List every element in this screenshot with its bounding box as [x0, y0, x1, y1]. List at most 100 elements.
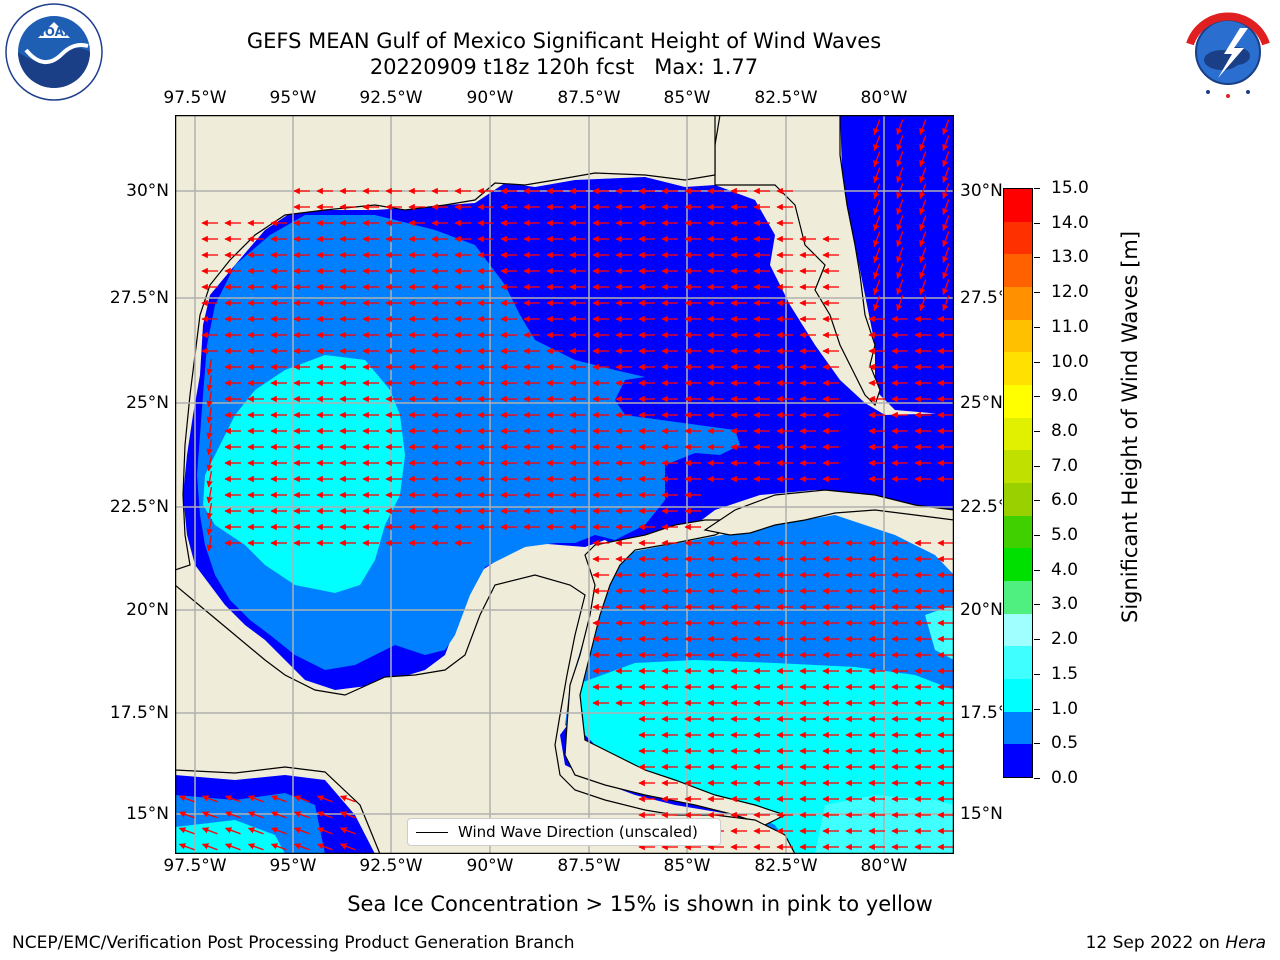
wind-wave-arrow [873, 135, 881, 152]
colorbar-tick-label: 12.0 [1051, 282, 1089, 303]
wind-wave-arrow [316, 827, 333, 835]
wind-wave-arrow [919, 231, 927, 248]
colorbar-tick-label: 5.0 [1051, 525, 1079, 546]
lat-tick-left: 22.5°N [109, 497, 169, 517]
colorbar-segment [1004, 482, 1032, 516]
wind-wave-arrow [206, 359, 213, 376]
wind-wave-arrow [206, 519, 213, 536]
wind-wave-arrow [873, 279, 881, 296]
wind-wave-arrow [942, 183, 950, 200]
colorbar-tick-mark [1034, 465, 1040, 467]
lat-tick-left: 27.5°N [109, 288, 169, 308]
lon-tick-top: 95°W [269, 88, 317, 108]
colorbar-tick-label: 9.0 [1051, 386, 1079, 407]
colorbar-tick-mark [1034, 361, 1040, 363]
wind-wave-arrow [942, 135, 950, 152]
lat-tick-right: 17.5°N [960, 703, 1002, 723]
lon-tick-top: 90°W [466, 88, 514, 108]
lat-tick-right: 20°N [960, 600, 1002, 620]
colorbar-tick-mark [1034, 708, 1040, 710]
footer-date: 12 Sep 2022 on Hera [1086, 933, 1266, 953]
wind-wave-arrow [178, 811, 195, 819]
lat-tick-left: 20°N [126, 600, 169, 620]
chart-subtitle: 20220909 t18z 120h fcst Max: 1.77 [369, 55, 759, 79]
colorbar-tick-mark [1034, 569, 1040, 571]
lon-tick-bottom: 95°W [269, 856, 317, 876]
wind-wave-arrow [247, 811, 264, 819]
colorbar-ticks: 15.0 14.0 13.0 12.0 11.0 10.0 9.0 8.0 7.0 6.0 5.0 4… [1034, 178, 1104, 788]
chart-title: GEFS MEAN Gulf of Mexico Significant Hei… [246, 29, 882, 53]
wind-wave-arrow [316, 811, 333, 819]
lat-ticks-right: 30°N 27.5°N 25°N 22.5°N 20°N 17.5°N 15°N [958, 170, 1002, 830]
wind-wave-arrow [247, 827, 264, 835]
colorbar-tick-label: 15.0 [1051, 178, 1089, 198]
wind-wave-arrow [201, 795, 218, 803]
lat-tick-left: 17.5°N [109, 703, 169, 723]
noaa-logo-text: NOAA [35, 25, 74, 39]
colorbar-segment [1004, 286, 1032, 320]
lon-tick-top: 80°W [860, 88, 908, 108]
wind-wave-arrow [942, 295, 950, 312]
wind-wave-arrow [316, 843, 333, 851]
lon-tick-top: 85°W [663, 88, 711, 108]
colorbar-segment [1004, 221, 1032, 255]
colorbar-tick-mark [1034, 778, 1040, 779]
wind-wave-arrow [919, 295, 927, 312]
wind-wave-arrow [873, 295, 881, 312]
colorbar-tick-mark [1034, 430, 1040, 432]
colorbar-tick-mark [1034, 500, 1040, 502]
wind-wave-arrow [942, 151, 950, 168]
wind-wave-arrow [873, 247, 881, 264]
wind-wave-arrow [896, 183, 904, 200]
wind-wave-arrow [178, 827, 195, 835]
wind-wave-arrow [896, 263, 904, 280]
caribbean-wave-band-3 [925, 605, 954, 660]
wind-wave-arrow [247, 795, 264, 803]
wind-wave-arrow [206, 535, 213, 552]
wind-wave-arrow [224, 795, 241, 803]
colorbar-tick-label: 1.0 [1051, 698, 1079, 719]
wind-wave-arrow [206, 391, 213, 408]
lon-tick-bottom: 90°W [466, 856, 514, 876]
footer-date-text: 12 Sep 2022 on [1085, 933, 1226, 953]
lat-tick-right: 30°N [960, 181, 1002, 201]
colorbar-segment [1004, 319, 1032, 353]
wind-wave-arrow [919, 199, 927, 216]
wind-wave-arrow [339, 795, 356, 803]
sea-ice-note: Sea Ice Concentration > 15% is shown in … [347, 892, 933, 916]
wind-wave-arrow [896, 215, 904, 232]
legend-line-icon [416, 831, 448, 833]
colorbar-tick-mark [1034, 604, 1040, 606]
wind-wave-arrow [270, 811, 287, 819]
colorbar-tick-mark [1034, 535, 1040, 537]
colorbar-tick-label: 11.0 [1051, 316, 1089, 337]
colorbar-tick-label: 1.5 [1051, 663, 1079, 684]
colorbar-segment [1004, 352, 1032, 385]
lon-tick-bottom: 80°W [860, 856, 908, 876]
colorbar-segment [1004, 188, 1032, 222]
colorbar-segment [1004, 646, 1032, 679]
colorbar-tick-label: 13.0 [1051, 247, 1089, 268]
wind-wave-arrow [919, 151, 927, 168]
wind-wave-arrow [942, 263, 950, 280]
footer-host: Hera [1225, 933, 1266, 953]
lon-tick-bottom: 87.5°W [557, 856, 621, 876]
map-legend: Wind Wave Direction (unscaled) [407, 818, 721, 846]
wind-wave-arrow [293, 827, 310, 835]
wind-wave-arrow [201, 843, 218, 851]
wind-wave-arrow [339, 811, 356, 819]
colorbar-segment [1004, 580, 1032, 614]
lat-tick-right: 22.5°N [960, 497, 1002, 517]
colorbar-segment [1004, 450, 1032, 483]
wind-wave-arrow [896, 151, 904, 168]
colorbar-segment [1004, 417, 1032, 451]
noaa-logo-icon: NOAA [5, 3, 103, 101]
colorbar-tick-mark [1034, 673, 1040, 675]
colorbar-tick-mark [1034, 292, 1040, 294]
wind-wave-arrow [224, 843, 241, 851]
wind-wave-arrow [896, 119, 904, 136]
lon-tick-top: 92.5°W [359, 88, 423, 108]
colorbar-tick-mark [1034, 743, 1040, 745]
wind-wave-arrow [206, 423, 213, 440]
lon-tick-top: 82.5°W [754, 88, 818, 108]
